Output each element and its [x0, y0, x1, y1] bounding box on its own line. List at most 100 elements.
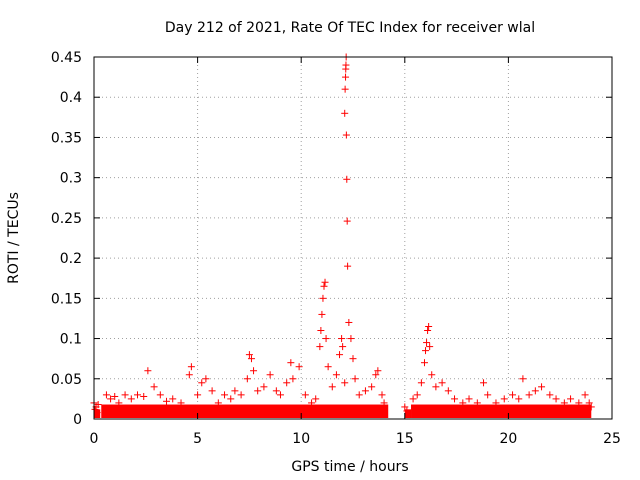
- data-point: [321, 278, 329, 286]
- data-point: [198, 379, 206, 387]
- data-point: [560, 399, 568, 407]
- data-point: [492, 399, 500, 407]
- x-tick-label: 5: [193, 431, 202, 447]
- data-point: [480, 379, 488, 387]
- y-tick-label: 0.05: [51, 372, 82, 388]
- data-point: [351, 375, 359, 383]
- data-point: [339, 343, 347, 351]
- data-point: [94, 401, 102, 409]
- data-point: [187, 363, 195, 371]
- data-point: [378, 391, 386, 399]
- data-point: [312, 395, 320, 403]
- y-tick-label: 0.45: [51, 50, 82, 66]
- y-tick-label: 0.4: [60, 90, 82, 106]
- data-point: [102, 391, 110, 399]
- data-point: [93, 409, 101, 417]
- data-point: [428, 371, 436, 379]
- data-point: [231, 387, 239, 395]
- y-tick-label: 0.1: [60, 332, 82, 348]
- data-point: [552, 395, 560, 403]
- data-point: [338, 335, 346, 343]
- data-point: [422, 347, 430, 355]
- data-point: [320, 282, 328, 290]
- data-point: [342, 61, 350, 69]
- data-point: [322, 335, 330, 343]
- data-point: [587, 403, 595, 411]
- grid: [94, 57, 612, 419]
- data-point: [214, 399, 222, 407]
- data-point: [515, 395, 523, 403]
- data-point: [465, 395, 473, 403]
- y-tick-label: 0.15: [51, 291, 82, 307]
- data-point: [484, 391, 492, 399]
- x-axis-ticks: 0 5 10 15 20 25: [90, 57, 621, 447]
- data-point: [247, 355, 255, 363]
- data-point: [417, 379, 425, 387]
- data-point: [438, 379, 446, 387]
- data-point: [134, 391, 142, 399]
- data-point: [531, 387, 539, 395]
- data-point: [380, 399, 388, 407]
- data-point: [426, 343, 434, 351]
- data-point: [328, 383, 336, 391]
- data-point: [245, 351, 253, 359]
- data-point: [163, 397, 171, 405]
- data-point: [343, 217, 351, 225]
- noise-band: [101, 404, 389, 418]
- data-point: [509, 391, 517, 399]
- y-tick-label: 0: [73, 412, 82, 428]
- y-tick-label: 0.3: [60, 171, 82, 187]
- data-point: [156, 391, 164, 399]
- data-point: [361, 387, 369, 395]
- data-point: [525, 391, 533, 399]
- data-point: [546, 391, 554, 399]
- data-point: [336, 351, 344, 359]
- data-point: [567, 395, 575, 403]
- x-tick-label: 25: [603, 431, 621, 447]
- data-point: [301, 391, 309, 399]
- data-point: [319, 294, 327, 302]
- data-point: [316, 343, 324, 351]
- data-point: [341, 109, 349, 117]
- data-point: [500, 395, 508, 403]
- data-point: [344, 262, 352, 270]
- y-tick-label: 0.2: [60, 251, 82, 267]
- data-point: [538, 383, 546, 391]
- plot-frame: [93, 56, 613, 420]
- data-point: [403, 407, 411, 415]
- data-point: [420, 359, 428, 367]
- data-point: [289, 375, 297, 383]
- data-point: [266, 371, 274, 379]
- data-point: [342, 73, 350, 81]
- data-point: [341, 379, 349, 387]
- data-point: [194, 391, 202, 399]
- data-point: [413, 391, 421, 399]
- data-point: [459, 399, 467, 407]
- data-point: [343, 175, 351, 183]
- data-point: [272, 387, 280, 395]
- data-point: [177, 399, 185, 407]
- data-point: [115, 399, 123, 407]
- data-point: [473, 399, 481, 407]
- data-point: [432, 383, 440, 391]
- data-point: [324, 363, 332, 371]
- data-point: [355, 391, 363, 399]
- data-point: [575, 399, 583, 407]
- noise-band: [404, 409, 412, 418]
- noise-band: [411, 404, 592, 418]
- chart-title: Day 212 of 2021, Rate Of TEC Index for r…: [165, 20, 535, 36]
- data-point: [260, 383, 268, 391]
- data-point: [254, 387, 262, 395]
- data-point: [451, 395, 459, 403]
- x-tick-label: 0: [90, 431, 99, 447]
- data-point: [401, 403, 409, 411]
- data-point: [424, 327, 432, 335]
- data-point: [374, 367, 382, 375]
- data-point: [444, 387, 452, 395]
- x-axis-title: GPS time / hours: [291, 459, 408, 475]
- data-point: [349, 355, 357, 363]
- y-tick-label: 0.35: [51, 130, 82, 146]
- data-point: [345, 318, 353, 326]
- data-point: [318, 310, 326, 318]
